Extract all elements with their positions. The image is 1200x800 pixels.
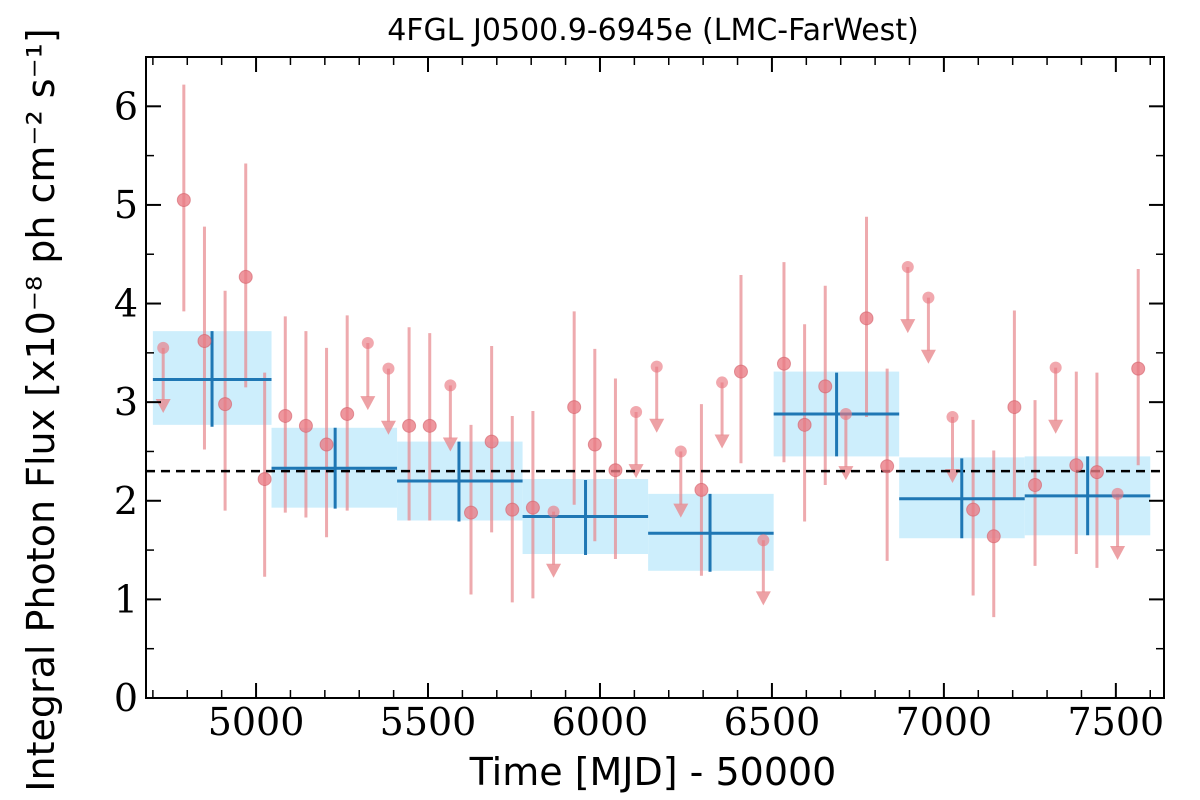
upper-limit-point — [157, 341, 170, 354]
data-point — [1028, 477, 1043, 492]
data-point — [880, 459, 895, 474]
upper-limit-point — [1049, 361, 1062, 374]
data-point — [505, 502, 520, 517]
upper-limit-point — [757, 534, 770, 547]
upper-limit-arrow — [649, 418, 665, 433]
data-point — [694, 482, 709, 497]
y-axis-title: Integral Photon Flux [x10⁻⁸ ph cm⁻² s⁻¹] — [19, 28, 63, 791]
data-point — [197, 334, 212, 349]
upper-limit-point — [946, 410, 959, 423]
data-point — [986, 529, 1001, 544]
data-point — [340, 406, 355, 421]
y-tick-label: 4 — [114, 282, 138, 326]
y-tick-label: 1 — [114, 577, 138, 621]
chart-title: 4FGL J0500.9-6945e (LMC-FarWest) — [387, 13, 919, 48]
tick-labels: 5000 5500 6000 6500 7000 7500 0 1 2 3 4 5 6 — [114, 84, 1164, 744]
upper-limit-point — [547, 505, 560, 518]
upper-limit-arrow — [546, 563, 562, 578]
upper-limit-point — [674, 445, 687, 458]
upper-limit-point — [716, 376, 729, 389]
data-point — [818, 379, 833, 394]
x-tick-label: 5500 — [380, 700, 477, 744]
upper-limit-point — [444, 379, 457, 392]
data-point — [218, 397, 233, 412]
data-point — [567, 400, 582, 415]
data-point — [797, 417, 812, 432]
upper-limit-point — [630, 406, 643, 419]
data-point — [859, 311, 874, 326]
data-point — [319, 437, 334, 452]
x-tick-label: 7000 — [896, 700, 993, 744]
upper-limit-point — [901, 261, 914, 274]
data-point — [525, 500, 540, 515]
data-point — [464, 505, 479, 520]
data-point — [238, 269, 253, 284]
upper-limit-point — [650, 360, 663, 373]
upper-limit-arrow — [1048, 419, 1064, 434]
binned-flux-crosses — [152, 331, 1151, 572]
data-point — [1131, 361, 1146, 376]
data-point — [484, 434, 499, 449]
data-point — [176, 192, 191, 207]
upper-limit-point — [361, 336, 374, 349]
x-tick-label: 5000 — [208, 700, 305, 744]
data-point — [608, 463, 623, 478]
y-tick-label: 0 — [114, 676, 138, 720]
y-tick-label: 6 — [114, 84, 138, 128]
x-tick-label: 6000 — [552, 700, 649, 744]
data-point — [587, 437, 602, 452]
data-point — [1069, 458, 1084, 473]
data-point — [257, 472, 272, 487]
upper-limit-arrow — [755, 591, 771, 606]
upper-limit-point — [382, 362, 395, 375]
x-axis-title: Time [MJD] - 50000 — [469, 750, 837, 794]
data-point — [733, 364, 748, 379]
upper-limit-arrow — [900, 319, 916, 334]
upper-limit-arrow — [628, 464, 644, 479]
x-tick-label: 7500 — [1067, 700, 1164, 744]
x-tick-label: 6500 — [724, 700, 821, 744]
data-point — [1007, 400, 1022, 415]
upper-limit-arrow — [838, 466, 854, 481]
upper-limit-arrow — [1110, 545, 1126, 560]
upper-limit-point — [1111, 487, 1124, 500]
upper-limit-arrow — [920, 349, 936, 364]
upper-limit-point — [839, 407, 852, 420]
upper-limit-arrow — [944, 469, 960, 484]
y-tick-label: 5 — [114, 183, 138, 227]
upper-limit-lines — [155, 267, 1126, 606]
upper-limit-arrow — [380, 420, 396, 435]
data-point — [278, 408, 293, 423]
data-point-markers — [157, 192, 1146, 547]
upper-limit-point — [922, 291, 935, 304]
axis-ticks — [146, 57, 1164, 699]
data-point — [402, 418, 417, 433]
upper-limit-arrow — [673, 503, 689, 518]
upper-limit-arrow — [360, 396, 376, 411]
plot-frame — [145, 56, 1165, 699]
data-point — [298, 418, 313, 433]
upper-limit-arrow — [442, 437, 458, 452]
data-point — [776, 356, 791, 371]
y-tick-label: 2 — [114, 479, 138, 523]
y-tick-label: 3 — [114, 380, 138, 424]
upper-limit-arrow — [714, 434, 730, 449]
data-point — [1089, 465, 1104, 480]
data-point — [422, 418, 437, 433]
data-point — [966, 502, 981, 517]
axes-frame — [145, 56, 1165, 699]
